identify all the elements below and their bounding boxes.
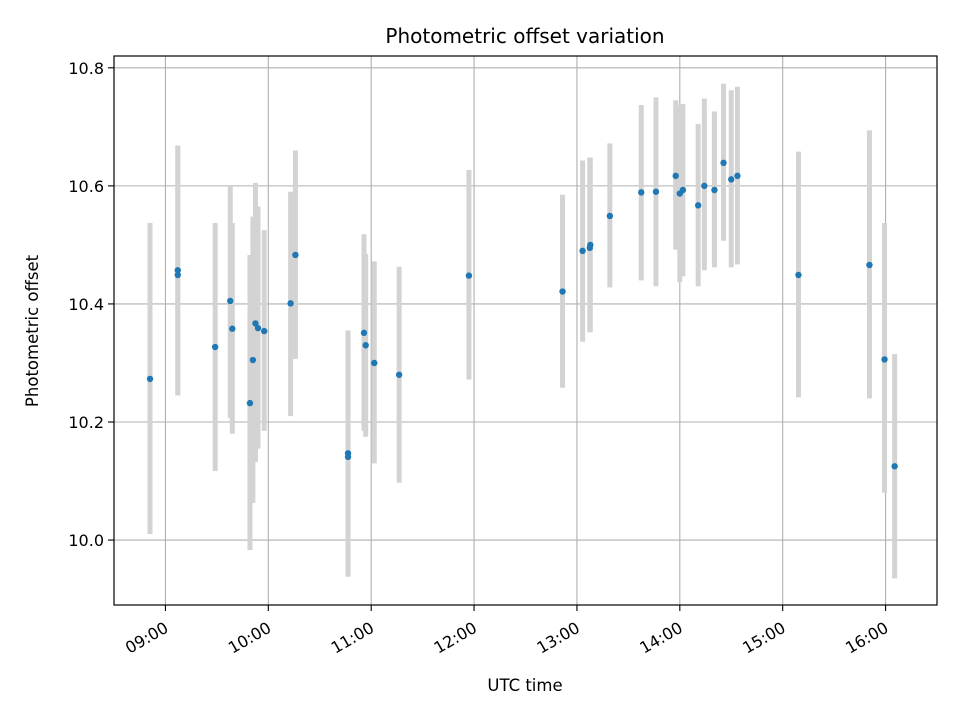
- data-point: [728, 176, 735, 183]
- data-point: [795, 271, 802, 279]
- axes-frame: [113, 55, 938, 606]
- data-point: [672, 172, 679, 180]
- data-point: [465, 272, 473, 279]
- y-axis-ticks: 10.0 10.2 10.4 10.6 10.8: [68, 59, 114, 550]
- data-point: [227, 297, 234, 305]
- data-point: [579, 247, 586, 255]
- data-point: [638, 189, 645, 196]
- y-tick-label: 10.2: [68, 413, 104, 432]
- x-axis-label: UTC time: [487, 676, 562, 695]
- data-point: [362, 342, 369, 349]
- data-point: [344, 453, 352, 461]
- data-point: [254, 324, 262, 332]
- data-point: [694, 202, 702, 209]
- data-point: [711, 186, 718, 194]
- data-point: [866, 261, 873, 269]
- plot-area: [113, 55, 938, 606]
- data-point: [360, 329, 368, 337]
- chart-title: Photometric offset variation: [385, 24, 664, 48]
- data-point: [174, 267, 181, 274]
- data-point: [891, 463, 898, 470]
- data-point: [734, 172, 741, 180]
- data-point: [606, 212, 614, 220]
- y-tick-label: 10.8: [68, 59, 104, 78]
- data-point: [260, 327, 268, 335]
- data-point: [720, 159, 727, 167]
- y-tick-label: 10.0: [68, 531, 104, 550]
- data-point: [146, 375, 154, 383]
- data-point: [701, 182, 708, 190]
- data-point: [211, 343, 219, 351]
- axes-background: [114, 56, 937, 605]
- data-point: [229, 325, 236, 332]
- y-tick-label: 10.4: [68, 295, 104, 314]
- data-point: [252, 320, 259, 327]
- data-point: [395, 371, 403, 378]
- data-point: [881, 356, 888, 363]
- data-point: [652, 188, 660, 195]
- y-tick-label: 10.6: [68, 177, 104, 196]
- data-point: [292, 251, 299, 259]
- data-point: [287, 300, 294, 307]
- data-point: [174, 271, 181, 279]
- data-point: [249, 356, 257, 364]
- data-point: [559, 288, 566, 295]
- y-axis-label: Photometric offset: [23, 254, 42, 407]
- data-points: [146, 159, 898, 470]
- data-point: [679, 186, 687, 194]
- data-point: [371, 359, 378, 367]
- data-point: [587, 241, 594, 249]
- data-point: [246, 399, 254, 407]
